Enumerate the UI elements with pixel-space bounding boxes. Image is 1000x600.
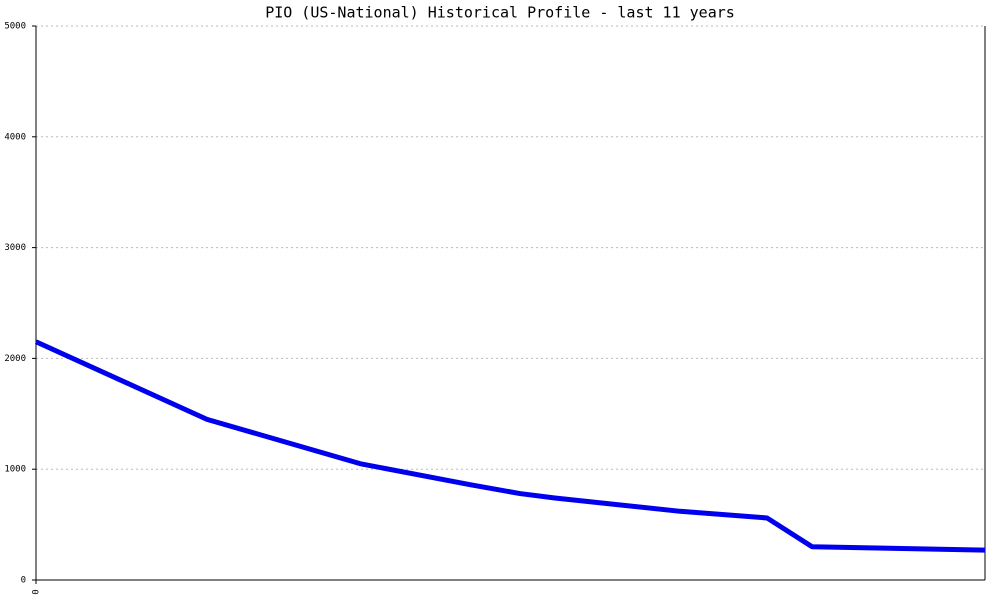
x-tick-label: 0 (32, 589, 42, 594)
y-tick-label: 4000 (4, 132, 26, 142)
y-tick-label: 5000 (4, 22, 26, 32)
chart-title: PIO (US-National) Historical Profile - l… (265, 4, 735, 22)
y-tick-label: 2000 (4, 354, 26, 364)
data-line (34, 339, 986, 553)
y-tick-label: 1000 (4, 465, 26, 475)
y-tick-label: 0 (21, 576, 26, 586)
y-tick-label: 3000 (4, 243, 26, 253)
